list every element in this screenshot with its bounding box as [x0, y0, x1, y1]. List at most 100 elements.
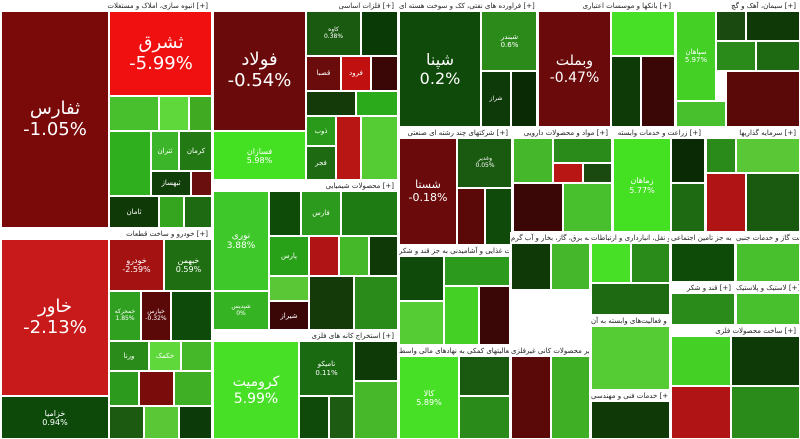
- tile[interactable]: کاوه 0.38%: [306, 11, 361, 56]
- tile[interactable]: [513, 138, 553, 183]
- tile[interactable]: [671, 293, 734, 324]
- tile[interactable]: کالا 5.89%: [399, 356, 459, 438]
- tile[interactable]: [399, 256, 444, 301]
- tile[interactable]: کرمان: [179, 131, 211, 171]
- sector-title[interactable]: خدمات فنی و مهندسی [+]: [591, 391, 669, 401]
- sector-title[interactable]: شرکتهای چند رشته ای صنعتی [+]: [399, 128, 511, 138]
- tile[interactable]: خکمک: [149, 341, 181, 371]
- tile[interactable]: [139, 371, 174, 406]
- tile[interactable]: [716, 41, 756, 71]
- tile[interactable]: [361, 11, 397, 56]
- tile[interactable]: ثفارس -1.05%: [1, 11, 109, 227]
- tile[interactable]: [671, 386, 731, 438]
- tile[interactable]: فرود: [341, 56, 371, 91]
- tile[interactable]: [369, 236, 397, 276]
- tile[interactable]: [269, 276, 309, 301]
- tile[interactable]: [736, 243, 799, 281]
- tile[interactable]: [159, 96, 189, 131]
- sector-title[interactable]: سیمان، آهک و گچ [+]: [676, 1, 799, 11]
- sector-title[interactable]: فلزات اساسی [+]: [213, 1, 397, 11]
- tile[interactable]: شیراز: [269, 301, 309, 329]
- tile[interactable]: [511, 356, 551, 438]
- tile[interactable]: [356, 91, 397, 116]
- tile[interactable]: ثتران: [151, 131, 179, 171]
- sector-title[interactable]: فعالیتهای کمکی به نهادهای مالی واسط [+]: [399, 346, 509, 356]
- tile[interactable]: [457, 188, 485, 244]
- tile[interactable]: [109, 96, 159, 131]
- tile[interactable]: [756, 41, 799, 71]
- tile[interactable]: ثشرق -5.99%: [109, 11, 211, 96]
- tile[interactable]: [174, 371, 211, 406]
- tile[interactable]: [671, 183, 704, 231]
- tile[interactable]: [341, 191, 397, 236]
- sector-title[interactable]: زراعت و خدمات وابسته [+]: [613, 128, 704, 138]
- tile[interactable]: شپنا 0.2%: [399, 11, 481, 126]
- tile[interactable]: [676, 101, 726, 126]
- tile[interactable]: تامیکو 0.11%: [299, 341, 354, 396]
- tile[interactable]: [269, 191, 301, 236]
- tile[interactable]: [459, 396, 509, 438]
- tile[interactable]: شستا -0.18%: [399, 138, 457, 244]
- tile[interactable]: [459, 356, 509, 396]
- sector-title[interactable]: عرضه برق، گاز، بخار و آب گرم [+]: [511, 233, 589, 243]
- sector-title[interactable]: انبوه سازی، املاک و مستغلات [+]: [1, 1, 211, 11]
- sector-title[interactable]: رایانه و فعالیت‌های وابسته به آن [+]: [591, 316, 669, 326]
- tile[interactable]: [641, 56, 674, 126]
- tile[interactable]: خودرو -2.59%: [109, 239, 164, 291]
- tile[interactable]: [736, 293, 799, 324]
- tile[interactable]: شراز: [481, 71, 511, 126]
- tile[interactable]: [361, 116, 397, 179]
- tile[interactable]: [299, 396, 329, 438]
- tile[interactable]: [329, 396, 354, 438]
- tile[interactable]: [109, 406, 144, 438]
- sector-title[interactable]: قند و شکر [+]: [671, 283, 734, 293]
- tile[interactable]: [736, 138, 799, 173]
- tile[interactable]: [171, 291, 211, 341]
- tile[interactable]: [591, 243, 631, 283]
- tile[interactable]: قصبا: [306, 56, 341, 91]
- tile[interactable]: [746, 11, 799, 41]
- tile[interactable]: [479, 286, 509, 344]
- tile[interactable]: فجر: [306, 146, 336, 179]
- sector-title[interactable]: بانکها و موسسات اعتباری [+]: [538, 1, 674, 11]
- tile[interactable]: [336, 116, 361, 179]
- tile[interactable]: ثامان: [109, 196, 159, 227]
- sector-title[interactable]: استخراج کانه های فلزی [+]: [213, 331, 397, 341]
- tile[interactable]: [444, 286, 479, 344]
- tile[interactable]: [354, 341, 397, 381]
- tile[interactable]: [306, 91, 356, 116]
- tile[interactable]: [553, 163, 583, 183]
- tile[interactable]: [511, 71, 536, 126]
- tile[interactable]: خپارس -0.32%: [141, 291, 171, 341]
- tile[interactable]: [309, 276, 354, 329]
- tile[interactable]: [551, 243, 589, 289]
- sector-title[interactable]: محصولات شیمیایی [+]: [213, 181, 397, 191]
- tile[interactable]: [746, 173, 799, 231]
- tile[interactable]: [671, 243, 734, 281]
- tile[interactable]: [179, 406, 211, 438]
- tile[interactable]: [189, 96, 211, 131]
- tile[interactable]: [553, 138, 611, 163]
- tile[interactable]: [563, 183, 611, 231]
- sector-title[interactable]: سرمایه گذاریها [+]: [706, 128, 799, 138]
- tile[interactable]: [109, 371, 139, 406]
- tile[interactable]: [611, 56, 641, 126]
- tile[interactable]: [354, 276, 397, 329]
- sector-title[interactable]: مواد و محصولات دارویی [+]: [513, 128, 611, 138]
- tile[interactable]: خبهمن 0.59%: [164, 239, 211, 291]
- tile[interactable]: [511, 243, 551, 289]
- tile[interactable]: [191, 171, 211, 196]
- tile[interactable]: [671, 138, 704, 183]
- sector-title[interactable]: محصولات غذایی و آشامیدنی به جز قند و شکر…: [399, 246, 509, 256]
- tile[interactable]: [611, 11, 674, 56]
- tile[interactable]: [159, 196, 184, 227]
- tile[interactable]: [716, 11, 746, 41]
- tile[interactable]: خمحرکه 1.85%: [109, 291, 141, 341]
- sector-title[interactable]: استخراج نفت گاز و خدمات جنبی [+]: [736, 233, 799, 243]
- tile[interactable]: وغدیر 0.05%: [457, 138, 511, 188]
- tile[interactable]: فارس: [301, 191, 341, 236]
- tile[interactable]: [399, 301, 444, 344]
- tile[interactable]: [513, 183, 563, 231]
- tile[interactable]: ذوب: [306, 116, 336, 146]
- tile[interactable]: [591, 401, 669, 438]
